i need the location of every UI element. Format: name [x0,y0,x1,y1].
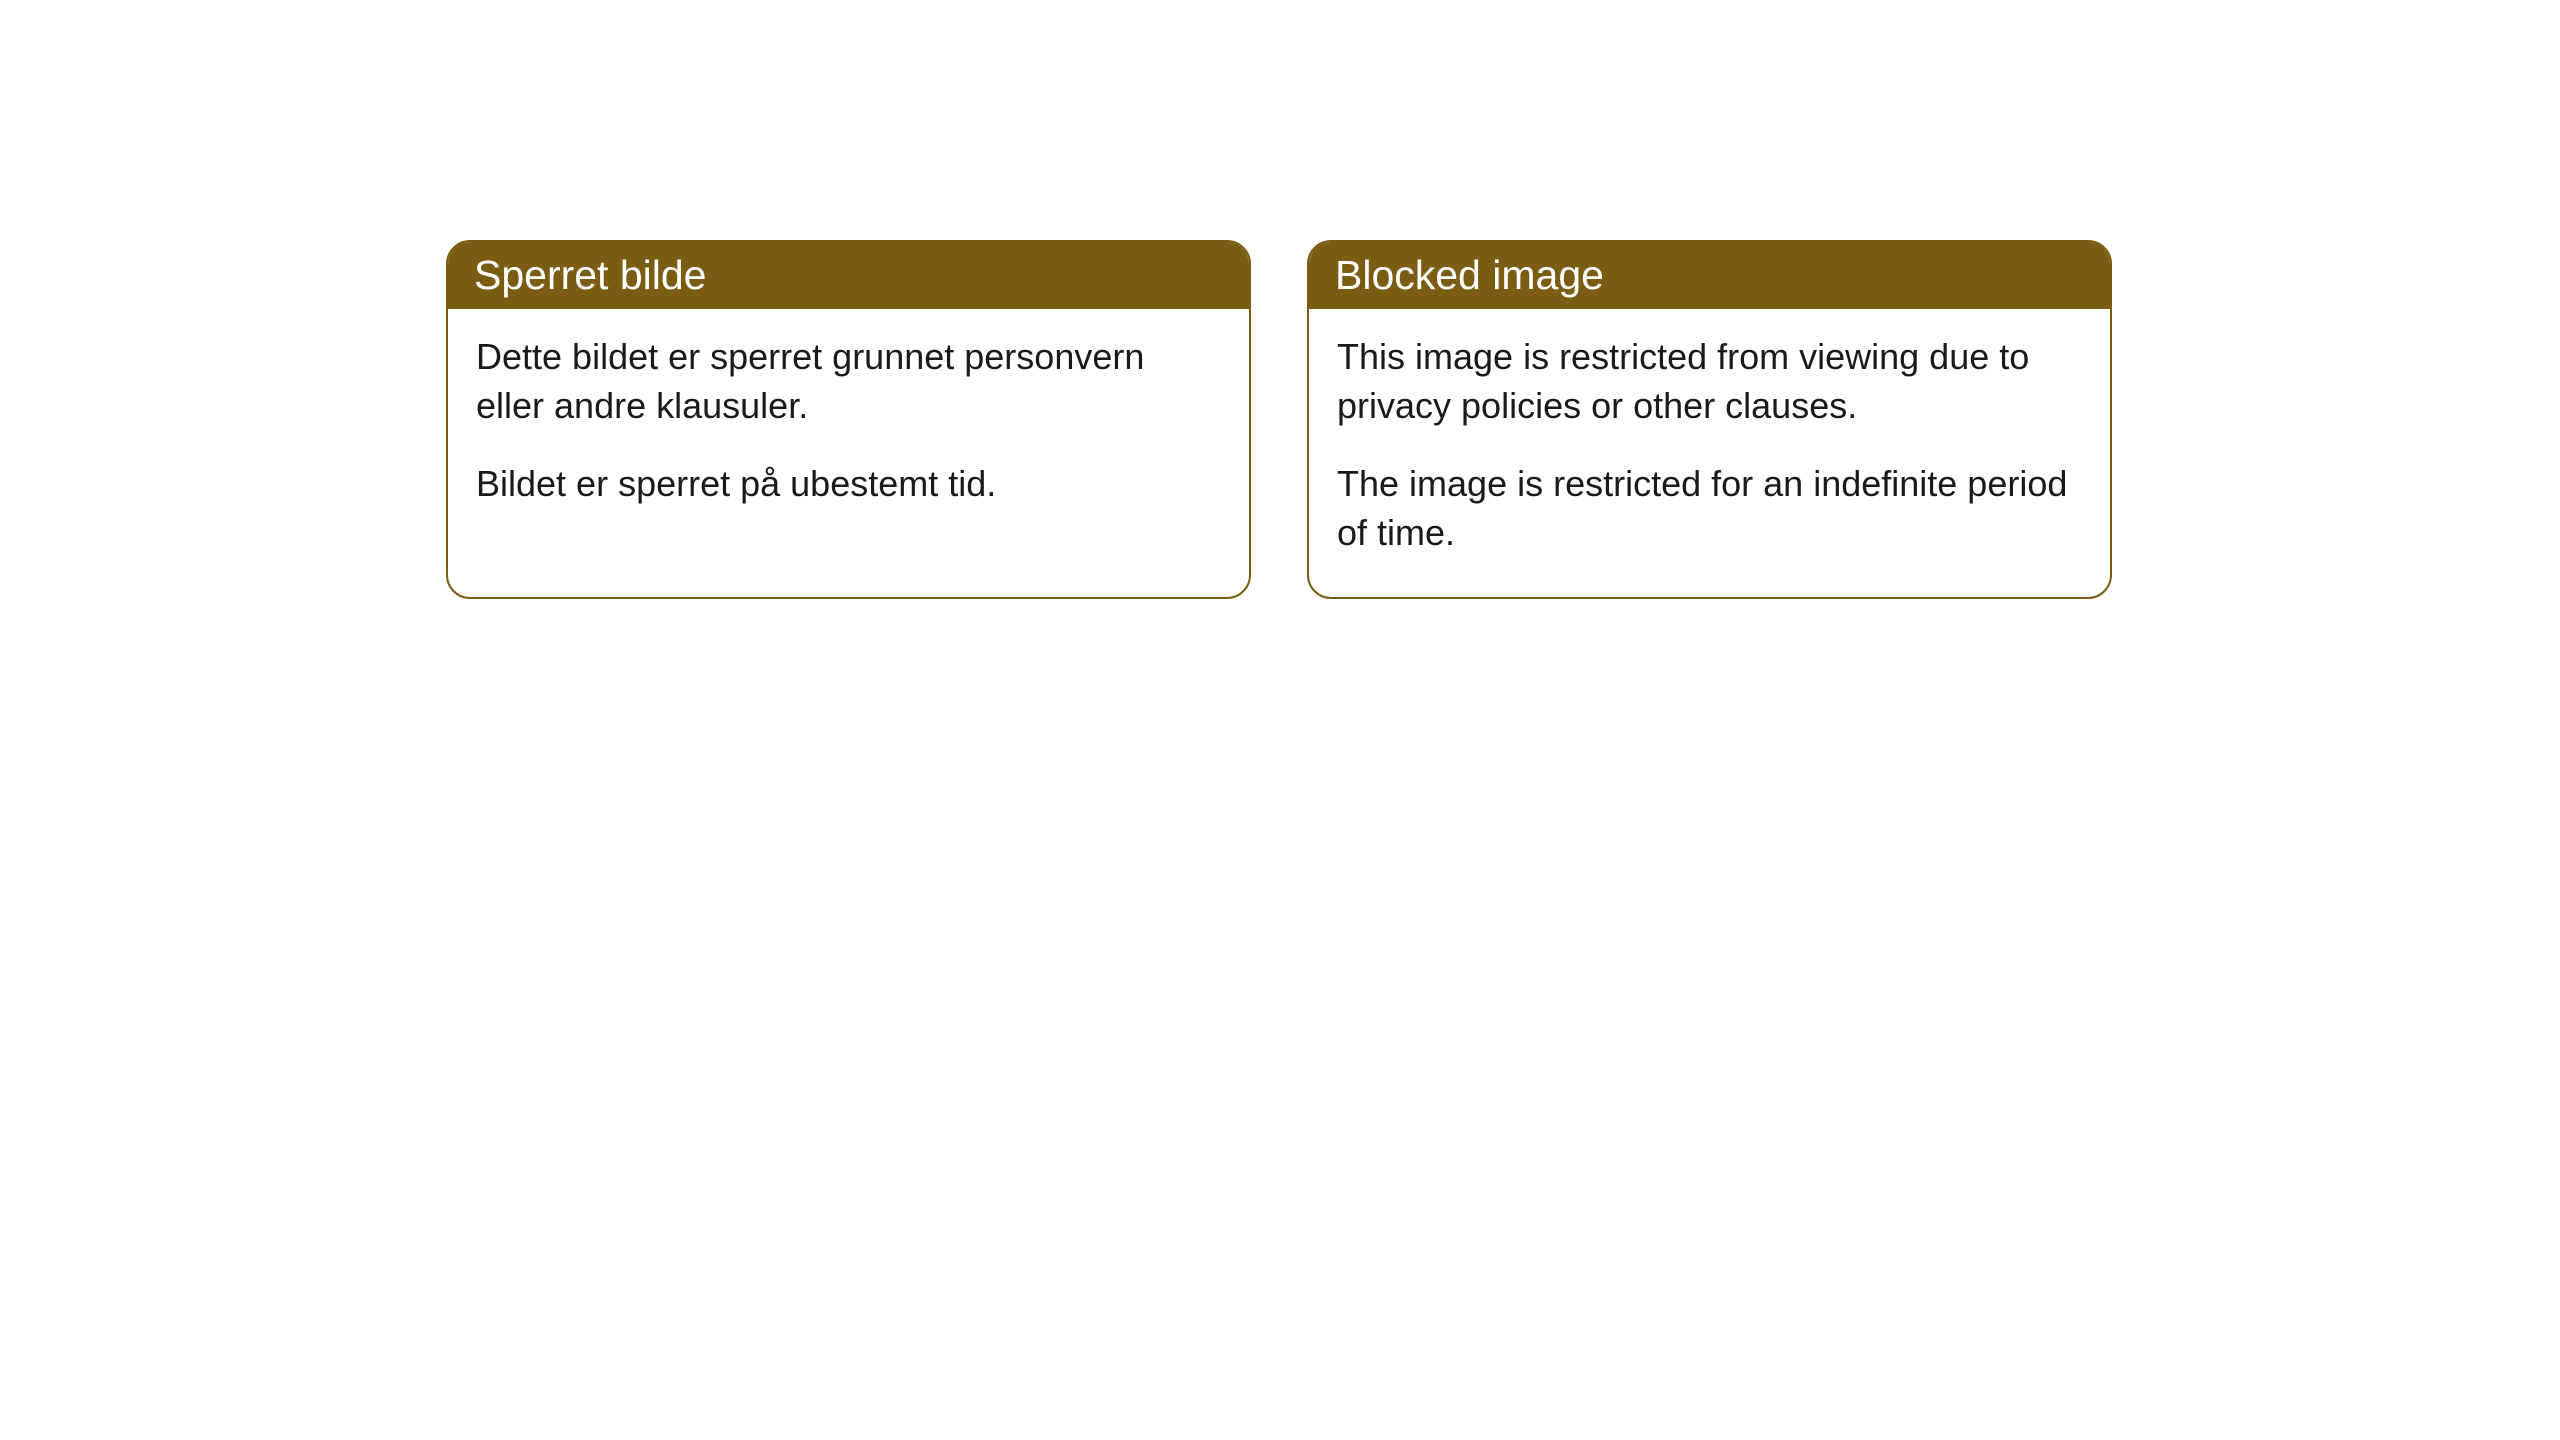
card-body: This image is restricted from viewing du… [1309,309,2110,597]
card-title: Blocked image [1309,242,2110,309]
card-paragraph: Bildet er sperret på ubestemt tid. [476,460,1221,509]
card-body: Dette bildet er sperret grunnet personve… [448,309,1249,549]
blocked-image-card-en: Blocked image This image is restricted f… [1307,240,2112,599]
card-paragraph: This image is restricted from viewing du… [1337,333,2082,430]
blocked-image-card-no: Sperret bilde Dette bildet er sperret gr… [446,240,1251,599]
card-title: Sperret bilde [448,242,1249,309]
cards-container: Sperret bilde Dette bildet er sperret gr… [446,240,2112,599]
card-paragraph: The image is restricted for an indefinit… [1337,460,2082,557]
card-paragraph: Dette bildet er sperret grunnet personve… [476,333,1221,430]
